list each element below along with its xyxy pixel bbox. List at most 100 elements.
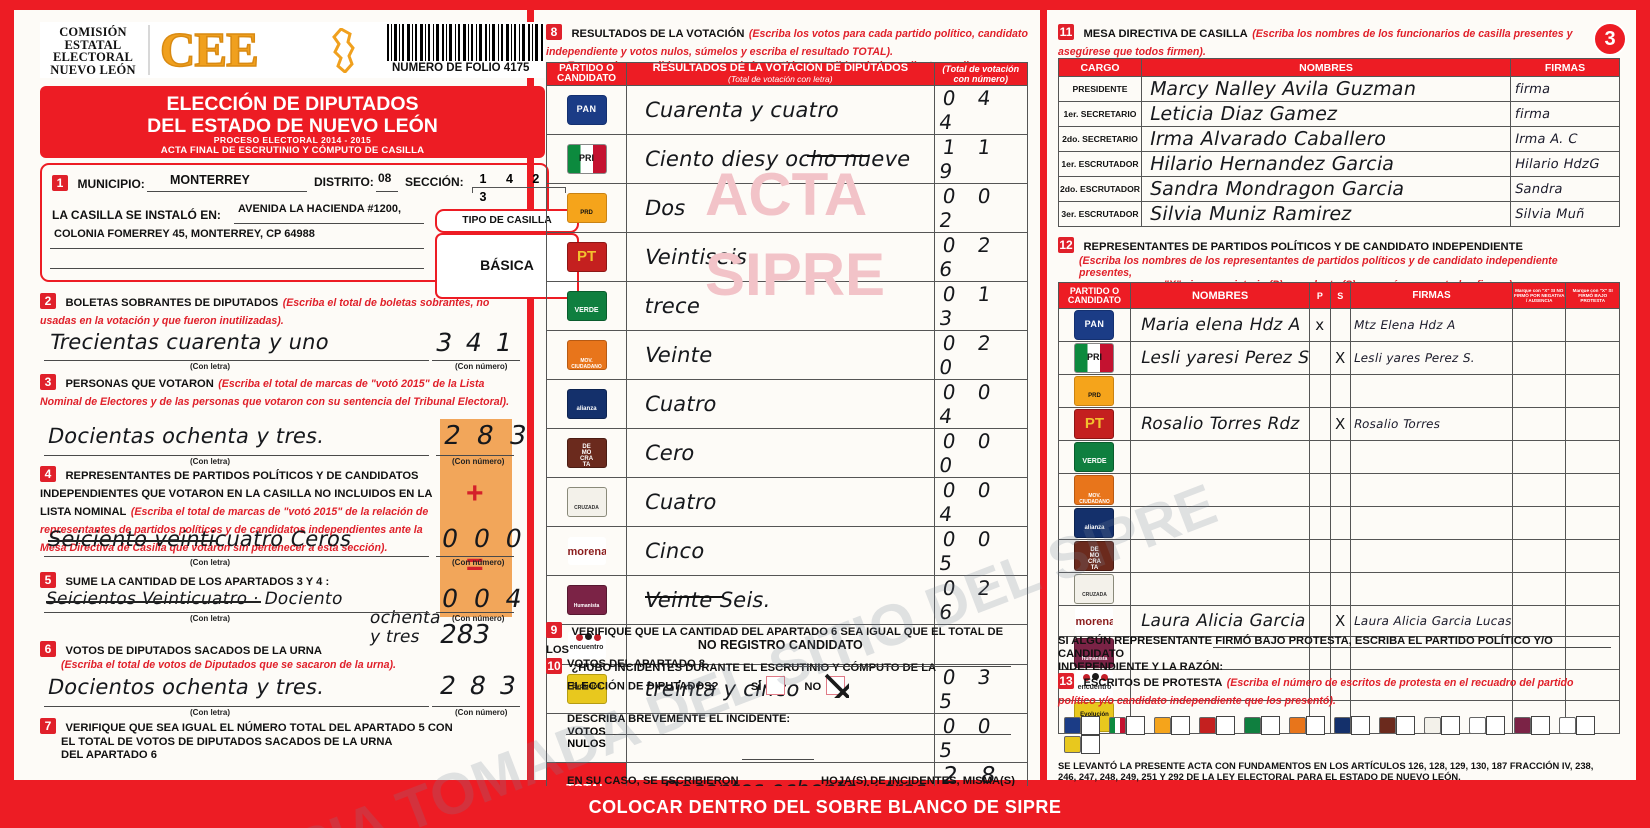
rep-negativa-cell[interactable] xyxy=(1511,473,1567,507)
rep-p-cell[interactable] xyxy=(1309,341,1331,375)
protest-count-box-11[interactable] xyxy=(1576,716,1595,735)
rep-firma-cell[interactable] xyxy=(1350,669,1513,701)
rep-firma-cell[interactable]: Laura Alicia Garcia Lucas xyxy=(1350,605,1513,637)
rep-protesta-cell[interactable] xyxy=(1565,473,1620,507)
protest-count-box-0[interactable] xyxy=(1081,716,1100,735)
rep-negativa-cell[interactable] xyxy=(1511,506,1567,540)
rep-s-cell[interactable] xyxy=(1329,308,1352,342)
rep-negativa-cell[interactable] xyxy=(1511,572,1567,606)
protest-count-box-4[interactable] xyxy=(1261,716,1280,735)
rep-firma-cell[interactable] xyxy=(1350,440,1513,474)
votes-numero-cell[interactable]: 0 0 5 xyxy=(933,526,1029,576)
nombre-cell[interactable]: Sandra Mondragon Garcia xyxy=(1141,176,1511,202)
protest-count-box-9[interactable] xyxy=(1486,716,1505,735)
rep-p-cell[interactable] xyxy=(1309,539,1331,573)
votes-numero-cell[interactable]: 0 2 0 xyxy=(933,330,1029,380)
firma-cell[interactable]: Irma A. C xyxy=(1510,126,1620,152)
votes-letra-cell[interactable]: Cero xyxy=(626,428,935,478)
votes-numero-cell[interactable]: 0 1 3 xyxy=(933,281,1029,331)
rep-negativa-cell[interactable] xyxy=(1511,308,1567,342)
votes-letra-cell[interactable]: Cuatro xyxy=(626,379,935,429)
rep-p-cell[interactable] xyxy=(1309,605,1331,637)
votes-letra-cell[interactable]: Veintiseis xyxy=(626,232,935,282)
votes-numero-cell[interactable]: 0 2 6 xyxy=(933,232,1029,282)
rep-p-cell[interactable] xyxy=(1309,407,1331,441)
rep-negativa-cell[interactable] xyxy=(1511,440,1567,474)
protest-count-box-8[interactable] xyxy=(1441,716,1460,735)
rep-p-cell[interactable] xyxy=(1309,506,1331,540)
rep-protesta-cell[interactable] xyxy=(1565,341,1620,375)
rep-protesta-cell[interactable] xyxy=(1565,572,1620,606)
rep-s-cell[interactable] xyxy=(1329,473,1352,507)
nombre-cell[interactable]: Leticia Diaz Gamez xyxy=(1141,101,1511,127)
rep-firma-cell[interactable] xyxy=(1350,374,1513,408)
nombre-cell[interactable]: Irma Alvarado Caballero xyxy=(1141,126,1511,152)
nombre-cell[interactable]: Silvia Muniz Ramirez xyxy=(1141,201,1511,227)
votes-numero-cell[interactable]: 0 0 4 xyxy=(933,379,1029,429)
rep-p-cell[interactable]: x xyxy=(1309,308,1331,342)
rep-protesta-cell[interactable] xyxy=(1565,539,1620,573)
rep-nombre-cell[interactable]: Lesli yaresi Perez S xyxy=(1129,341,1311,375)
rep-firma-cell[interactable] xyxy=(1350,539,1513,573)
rep-firma-cell[interactable] xyxy=(1350,473,1513,507)
rep-protesta-cell[interactable] xyxy=(1565,440,1620,474)
rep-protesta-cell[interactable] xyxy=(1565,605,1620,637)
rep-nombre-cell[interactable] xyxy=(1129,539,1311,573)
rep-protesta-cell[interactable] xyxy=(1565,374,1620,408)
rep-s-cell[interactable]: X xyxy=(1329,605,1352,637)
si-checkbox[interactable] xyxy=(765,676,785,695)
nombre-cell[interactable]: Hilario Hernandez Garcia xyxy=(1141,151,1511,177)
rep-protesta-cell[interactable] xyxy=(1565,407,1620,441)
rep-firma-cell[interactable] xyxy=(1350,506,1513,540)
firma-cell[interactable]: Silvia Muñ xyxy=(1510,201,1620,227)
rep-s-cell[interactable] xyxy=(1329,440,1352,474)
rep-negativa-cell[interactable] xyxy=(1511,605,1567,637)
protest-count-box-10[interactable] xyxy=(1531,716,1550,735)
rep-s-cell[interactable] xyxy=(1329,539,1352,573)
firma-cell[interactable]: firma xyxy=(1510,101,1620,127)
rep-negativa-cell[interactable] xyxy=(1511,374,1567,408)
votes-letra-cell[interactable]: Cuatro xyxy=(626,477,935,527)
votes-letra-cell[interactable]: Dos xyxy=(626,183,935,233)
rep-nombre-cell[interactable] xyxy=(1129,473,1311,507)
votes-numero-cell[interactable]: 0 0 0 xyxy=(933,428,1029,478)
rep-nombre-cell[interactable]: Laura Alicia Garcia xyxy=(1129,605,1311,637)
rep-negativa-cell[interactable] xyxy=(1511,341,1567,375)
rep-protesta-cell[interactable] xyxy=(1565,636,1620,670)
nombre-cell[interactable]: Marcy Nalley Avila Guzman xyxy=(1141,76,1511,102)
rep-nombre-cell[interactable] xyxy=(1129,572,1311,606)
votes-numero-cell[interactable]: 1 1 9 xyxy=(933,134,1029,184)
no-checkbox[interactable] xyxy=(824,673,849,698)
votes-letra-cell[interactable]: Veinte Seis. xyxy=(626,575,935,625)
rep-nombre-cell[interactable] xyxy=(1129,506,1311,540)
votes-letra-cell[interactable]: Veinte xyxy=(626,330,935,380)
votes-numero-cell[interactable]: 0 2 6 xyxy=(933,575,1029,625)
protest-count-box-1[interactable] xyxy=(1126,716,1145,735)
rep-nombre-cell[interactable]: Maria elena Hdz A xyxy=(1129,308,1311,342)
rep-firma-cell[interactable]: Rosalio Torres xyxy=(1350,407,1513,441)
rep-p-cell[interactable] xyxy=(1309,440,1331,474)
rep-p-cell[interactable] xyxy=(1309,473,1331,507)
rep-firma-cell[interactable]: Mtz Elena Hdz A xyxy=(1350,308,1513,342)
rep-protesta-cell[interactable] xyxy=(1565,506,1620,540)
votes-numero-cell[interactable]: 0 0 4 xyxy=(933,477,1029,527)
rep-nombre-cell[interactable] xyxy=(1129,440,1311,474)
firma-cell[interactable]: Hilario HdzG xyxy=(1510,151,1620,177)
votes-letra-cell[interactable]: Cuarenta y cuatro xyxy=(626,85,935,135)
rep-firma-cell[interactable] xyxy=(1350,572,1513,606)
rep-nombre-cell[interactable]: Rosalio Torres Rdz xyxy=(1129,407,1311,441)
rep-p-cell[interactable] xyxy=(1309,374,1331,408)
protest-count-box-2[interactable] xyxy=(1171,716,1190,735)
protest-count-box-12[interactable] xyxy=(1081,735,1100,754)
rep-s-cell[interactable] xyxy=(1329,572,1352,606)
rep-s-cell[interactable] xyxy=(1329,374,1352,408)
rep-negativa-cell[interactable] xyxy=(1511,539,1567,573)
firma-cell[interactable]: Sandra xyxy=(1510,176,1620,202)
votes-numero-cell[interactable]: 0 0 2 xyxy=(933,183,1029,233)
rep-s-cell[interactable] xyxy=(1329,506,1352,540)
votos-nulos-numero[interactable]: 0 0 5 xyxy=(933,713,1029,763)
rep-protesta-cell[interactable] xyxy=(1565,308,1620,342)
votes-letra-cell[interactable]: Ciento diesy ocho nueve xyxy=(626,134,935,184)
votes-numero-cell[interactable]: 0 3 5 xyxy=(933,664,1029,714)
votes-letra-cell[interactable]: trece xyxy=(626,281,935,331)
